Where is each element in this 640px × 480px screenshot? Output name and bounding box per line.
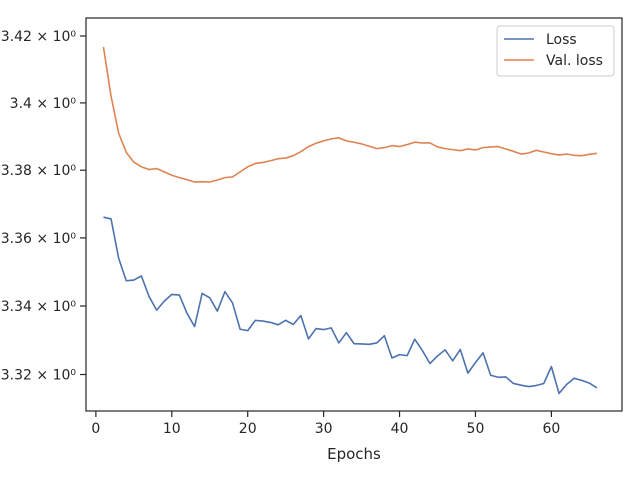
series-line-val-loss [102, 46, 598, 183]
series-line-loss [103, 216, 598, 395]
x-tick-label: 20 [239, 421, 257, 437]
plot-frame [85, 17, 623, 412]
x-axis: 0 10 20 30 40 50 60 [91, 411, 560, 437]
y-tick-label: 3.36 × 10⁰ [1, 231, 77, 247]
x-tick-label: 40 [391, 421, 409, 437]
x-axis-label: Epochs [327, 445, 381, 463]
x-tick-label: 60 [542, 421, 560, 437]
x-tick-label: 0 [91, 421, 100, 437]
y-axis: 3.32 × 10⁰ 3.34 × 10⁰ 3.36 × 10⁰ 3.38 × 10⁰… [1, 29, 86, 384]
y-tick-label: 3.38 × 10⁰ [1, 163, 77, 179]
legend-label-loss: Loss [546, 32, 577, 48]
y-tick-label: 3.4 × 10⁰ [10, 96, 77, 112]
y-tick-label: 3.32 × 10⁰ [1, 368, 77, 384]
x-tick-label: 10 [163, 421, 181, 437]
y-tick-label: 3.34 × 10⁰ [1, 299, 77, 315]
plot-background [86, 18, 622, 411]
legend-label-val-loss: Val. loss [546, 53, 603, 69]
legend: Loss Val. loss [496, 25, 615, 77]
y-tick-label: 3.42 × 10⁰ [1, 29, 77, 45]
series-layer [102, 46, 598, 395]
x-tick-label: 30 [315, 421, 333, 437]
x-tick-label: 50 [467, 421, 485, 437]
